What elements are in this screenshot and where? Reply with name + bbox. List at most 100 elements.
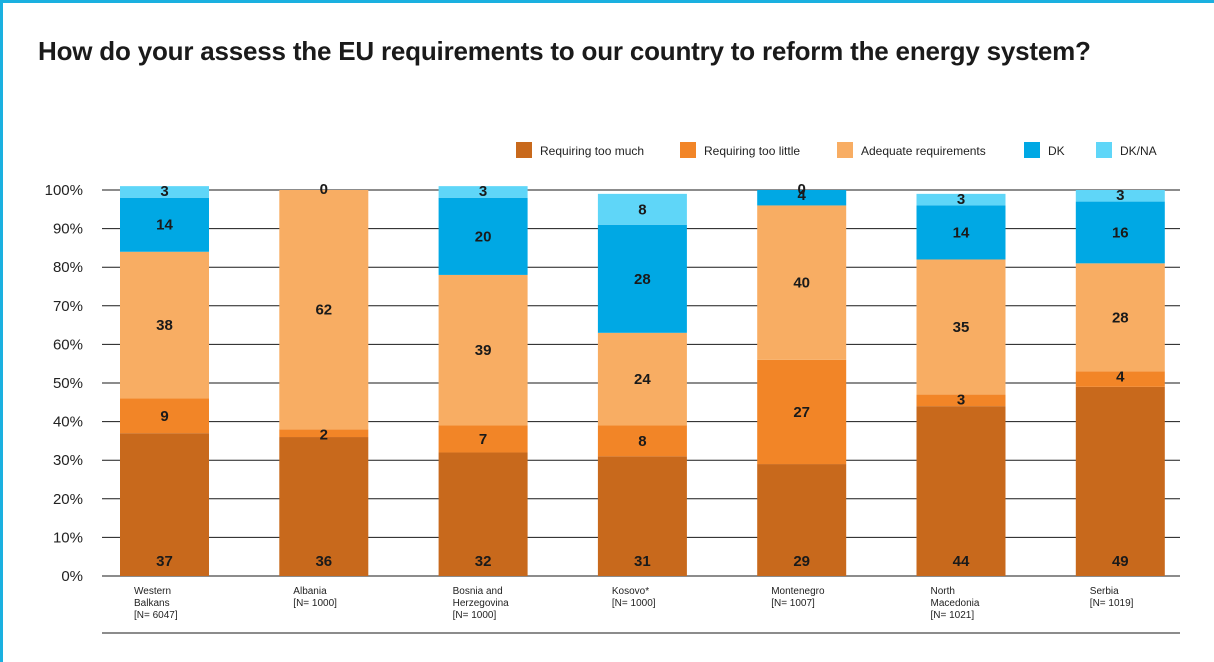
frame-left-border bbox=[0, 0, 3, 662]
legend-swatch-dk bbox=[1024, 142, 1040, 158]
data-label: 44 bbox=[953, 553, 970, 570]
y-tick-label: 30% bbox=[53, 452, 83, 469]
chart-title: How do your assess the EU requirements t… bbox=[38, 36, 1091, 66]
x-tick-label: Balkans bbox=[134, 598, 170, 609]
x-tick-label: North bbox=[931, 586, 955, 597]
bar-segment-dk bbox=[757, 190, 847, 206]
data-label: 8 bbox=[638, 433, 646, 450]
bar-segment-requiring-too-little bbox=[438, 425, 528, 453]
legend-swatch-requiring-too-much bbox=[516, 142, 532, 158]
legend-label-dk-na: DK/NA bbox=[1120, 144, 1157, 158]
data-label: 8 bbox=[638, 201, 646, 218]
y-tick-label: 80% bbox=[53, 259, 83, 276]
x-tick-label: Macedonia bbox=[931, 598, 980, 609]
data-label: 0 bbox=[320, 181, 328, 198]
bar-segment-dk-na bbox=[1075, 190, 1165, 202]
data-label: 39 bbox=[475, 342, 492, 359]
bar-segment-requiring-too-much bbox=[597, 456, 687, 576]
x-tick-label: [N= 1000] bbox=[453, 610, 497, 621]
data-label: 37 bbox=[156, 553, 173, 570]
y-tick-label: 40% bbox=[53, 414, 83, 431]
bar-segment-adequate-requirements bbox=[597, 332, 687, 426]
bar-segment-dk-na bbox=[597, 193, 687, 225]
x-tick-label: [N= 1000] bbox=[612, 598, 656, 609]
bar-segment-adequate-requirements bbox=[916, 259, 1006, 395]
bar-segment-requiring-too-much bbox=[120, 433, 209, 576]
x-tick-label: Kosovo* bbox=[612, 586, 649, 597]
y-tick-label: 20% bbox=[53, 491, 83, 508]
bar-segment-adequate-requirements bbox=[1075, 263, 1165, 372]
data-label: 14 bbox=[156, 217, 173, 234]
bar-segment-adequate-requirements bbox=[120, 251, 209, 399]
bar-segment-requiring-too-much bbox=[1075, 386, 1165, 576]
y-tick-label: 100% bbox=[45, 182, 83, 199]
bar-segment-dk bbox=[597, 224, 687, 333]
x-tick-label: Albania bbox=[293, 586, 327, 597]
x-tick-label: Serbia bbox=[1090, 586, 1119, 597]
legend-swatch-requiring-too-little bbox=[680, 142, 696, 158]
bar-segment-dk bbox=[916, 205, 1006, 260]
y-tick-label: 50% bbox=[53, 375, 83, 392]
bar-segment-dk bbox=[120, 197, 209, 252]
bar-segment-dk bbox=[1075, 201, 1165, 264]
bar-segment-requiring-too-little bbox=[1075, 371, 1165, 387]
bar-segment-requiring-too-much bbox=[916, 406, 1006, 576]
data-label: 4 bbox=[798, 187, 807, 204]
data-label: 40 bbox=[793, 275, 810, 292]
data-label: 29 bbox=[793, 553, 810, 570]
data-label: 28 bbox=[1112, 309, 1129, 326]
data-label: 24 bbox=[634, 371, 651, 388]
y-tick-label: 70% bbox=[53, 298, 83, 315]
data-label: 27 bbox=[793, 404, 810, 421]
y-tick-label: 90% bbox=[53, 221, 83, 238]
x-tick-label: Herzegovina bbox=[453, 598, 510, 609]
legend-label-requiring-too-much: Requiring too much bbox=[540, 144, 644, 158]
data-label: 3 bbox=[957, 191, 965, 208]
frame-top-border bbox=[0, 0, 1214, 3]
bar-segment-dk-na bbox=[438, 186, 528, 198]
x-tick-label: Bosnia and bbox=[453, 586, 503, 597]
data-label: 62 bbox=[315, 302, 332, 319]
bar-segment-dk-na bbox=[916, 193, 1006, 206]
bar-segment-requiring-too-much bbox=[438, 452, 528, 576]
data-label: 36 bbox=[315, 553, 332, 570]
legend-label-adequate-requirements: Adequate requirements bbox=[861, 144, 986, 158]
bar-segment-adequate-requirements bbox=[757, 205, 847, 360]
legend-swatch-adequate-requirements bbox=[837, 142, 853, 158]
data-label: 9 bbox=[160, 408, 168, 425]
x-tick-label: Western bbox=[134, 586, 171, 597]
bar-segment-requiring-too-little bbox=[120, 398, 209, 434]
y-tick-label: 60% bbox=[53, 336, 83, 353]
data-label: 32 bbox=[475, 553, 492, 570]
data-label: 20 bbox=[475, 228, 492, 245]
bar-segment-adequate-requirements bbox=[279, 190, 369, 430]
legend-swatch-dk-na bbox=[1096, 142, 1112, 158]
bar-segment-requiring-too-little bbox=[597, 425, 687, 457]
data-label: 14 bbox=[953, 224, 970, 241]
legend-label-dk: DK bbox=[1048, 144, 1065, 158]
x-tick-label: [N= 1007] bbox=[771, 598, 815, 609]
data-label: 7 bbox=[479, 431, 487, 448]
data-label: 2 bbox=[320, 426, 328, 443]
bar-segment-adequate-requirements bbox=[438, 274, 528, 426]
data-label: 3 bbox=[160, 183, 168, 200]
y-tick-label: 10% bbox=[53, 529, 83, 546]
bar-segment-requiring-too-much bbox=[279, 437, 369, 576]
x-tick-label: [N= 1019] bbox=[1090, 598, 1134, 609]
x-tick-label: [N= 1021] bbox=[931, 610, 975, 621]
y-tick-label: 0% bbox=[61, 568, 83, 585]
data-label: 35 bbox=[953, 319, 970, 336]
x-tick-label: [N= 1000] bbox=[293, 598, 337, 609]
bar-segment-dk bbox=[438, 197, 528, 275]
data-label: 28 bbox=[634, 271, 651, 288]
data-label: 3 bbox=[1116, 187, 1124, 204]
data-label: 31 bbox=[634, 553, 651, 570]
data-label: 49 bbox=[1112, 553, 1129, 570]
bar-segment-requiring-too-little bbox=[279, 429, 369, 438]
data-label: 4 bbox=[1116, 368, 1125, 385]
bar-segment-requiring-too-much bbox=[757, 464, 847, 576]
bar-segment-requiring-too-little bbox=[757, 359, 847, 465]
data-label: 0 bbox=[798, 181, 806, 198]
data-label: 3 bbox=[957, 392, 965, 409]
